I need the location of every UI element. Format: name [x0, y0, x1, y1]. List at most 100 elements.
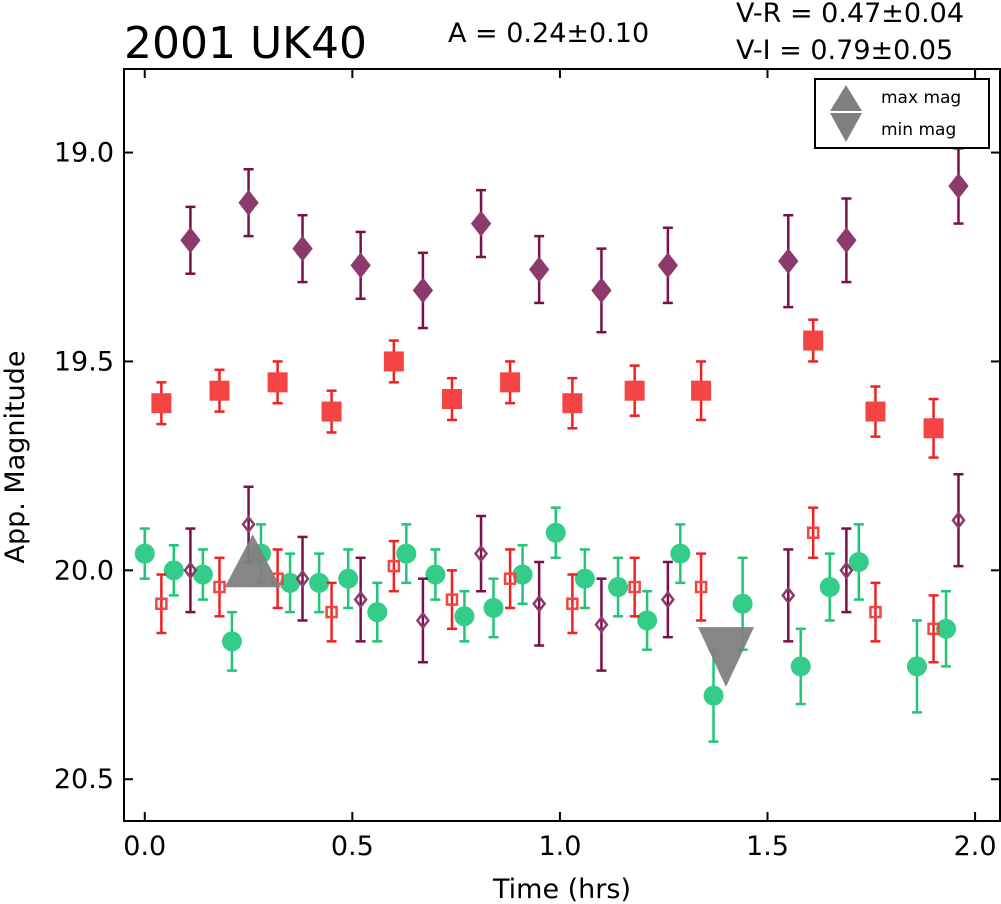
data-point	[803, 330, 824, 351]
legend-min-mag-triangle-down-icon	[830, 113, 862, 142]
error-bar	[297, 535, 308, 622]
data-point	[353, 590, 368, 609]
x-tick-label: 1.0	[538, 831, 581, 862]
error-bar	[567, 573, 578, 635]
error-bar	[596, 577, 607, 672]
data-point	[624, 380, 645, 401]
series-4	[155, 506, 940, 664]
data-point	[948, 172, 969, 199]
error-bar	[783, 548, 794, 643]
data-point	[936, 618, 957, 639]
error-bar	[870, 581, 881, 643]
data-point	[927, 622, 940, 636]
error-bar	[696, 552, 707, 622]
data-point	[213, 580, 226, 594]
series-3	[183, 472, 966, 672]
data-point	[545, 522, 566, 543]
data-point	[532, 594, 547, 613]
data-point	[865, 401, 886, 422]
data-point	[163, 560, 184, 581]
axis-ticks: 0.0 0.5 1.0 1.5 2.0 19.0 19.5 20.0 20.5	[54, 69, 1000, 862]
y-tick-label: 20.0	[54, 555, 114, 586]
error-bar	[841, 527, 852, 614]
data-point	[295, 569, 310, 588]
data-point	[836, 227, 857, 254]
data-point	[415, 611, 430, 630]
data-point	[321, 401, 342, 422]
error-bar	[185, 527, 196, 614]
data-point	[155, 597, 168, 611]
y-tick-label: 19.0	[54, 138, 114, 169]
v-r-annotation: V-R = 0.47±0.04	[736, 0, 964, 29]
plot-area	[134, 147, 969, 743]
error-bar	[534, 560, 545, 647]
series-1	[151, 318, 944, 459]
error-bar	[156, 573, 167, 635]
error-bar	[476, 514, 487, 593]
min-mag-marker	[697, 627, 754, 687]
legend: max mag min mag	[814, 78, 990, 149]
series-0	[180, 147, 969, 334]
data-point	[503, 572, 517, 585]
error-bar	[214, 556, 225, 618]
y-axis-label: App. Magnitude	[0, 351, 31, 564]
data-point	[180, 227, 201, 254]
data-point	[512, 564, 533, 585]
data-point	[183, 561, 198, 580]
data-point	[192, 564, 213, 585]
legend-label-min-mag: min mag	[881, 120, 956, 140]
data-point	[778, 248, 799, 275]
error-bar	[388, 539, 399, 593]
data-point	[280, 572, 301, 593]
error-bar	[662, 560, 673, 639]
data-point	[134, 543, 155, 564]
data-point	[703, 685, 724, 706]
error-bar	[629, 556, 640, 618]
x-tick-label: 0.5	[331, 831, 374, 862]
data-point	[387, 559, 401, 573]
error-bar	[326, 581, 337, 643]
y-tick-label: 20.5	[54, 764, 114, 795]
data-point	[396, 543, 417, 564]
data-point	[441, 389, 462, 410]
y-tick-label: 19.5	[54, 346, 114, 377]
data-point	[906, 656, 927, 677]
v-i-annotation: V-I = 0.79±0.05	[736, 35, 953, 66]
error-bar	[446, 569, 457, 631]
data-point	[500, 372, 521, 393]
legend-label-max-mag: max mag	[881, 88, 961, 108]
chart-title: 2001 UK40	[124, 18, 367, 69]
data-point	[732, 593, 753, 614]
data-point	[637, 610, 658, 631]
data-point	[241, 515, 256, 534]
data-point	[483, 597, 504, 618]
data-point	[292, 235, 313, 262]
data-point	[628, 580, 641, 594]
error-bar	[808, 506, 819, 560]
data-point	[660, 590, 675, 609]
data-point	[473, 544, 489, 563]
data-point	[238, 189, 259, 216]
data-point	[338, 568, 359, 589]
data-point	[923, 418, 944, 439]
extrema-markers	[224, 534, 754, 687]
data-point	[694, 580, 708, 594]
error-bar	[953, 472, 964, 568]
error-bar	[417, 577, 428, 664]
data-point	[454, 606, 475, 627]
data-point	[806, 526, 820, 539]
data-point	[309, 572, 330, 593]
data-point	[425, 564, 446, 585]
data-point	[691, 380, 712, 401]
data-point	[839, 561, 854, 580]
data-point	[657, 252, 679, 279]
amplitude-annotation: A = 0.24±0.10	[448, 18, 649, 49]
max-mag-marker	[224, 534, 281, 588]
error-bar	[272, 548, 283, 610]
data-point	[367, 602, 388, 623]
error-bar	[505, 548, 516, 610]
error-bar	[355, 556, 366, 643]
data-point	[350, 252, 371, 279]
data-point	[566, 597, 579, 611]
